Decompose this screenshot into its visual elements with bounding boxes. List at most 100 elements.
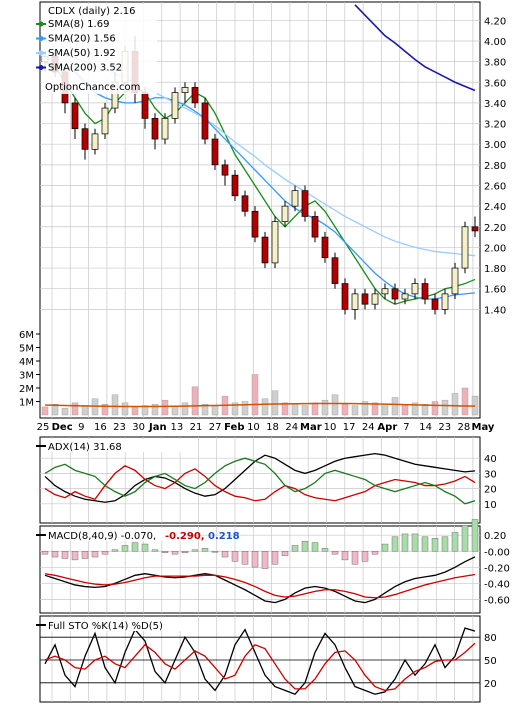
candle-body [181, 87, 189, 93]
volume-bar [91, 398, 99, 416]
x-axis-label: 30 [132, 422, 145, 433]
price-tick-label: 4.20 [484, 16, 506, 27]
candle-body [211, 138, 219, 166]
x-axis-label: 7 [403, 422, 409, 433]
macd-histogram-bar [261, 551, 269, 569]
candle-body [281, 205, 289, 222]
volume-tick-label: 1M [19, 398, 34, 409]
watermark-text: OptionChance.com [45, 82, 140, 93]
macd-line-signal [44, 573, 476, 599]
macd-histogram-bar [61, 551, 69, 559]
price-tick-label: 1.80 [484, 264, 506, 275]
volume-bar [111, 394, 119, 416]
macd-histogram-bar [241, 551, 249, 565]
volume-bar [191, 386, 199, 416]
macd-histogram-bar [361, 551, 369, 562]
volume-bar [51, 404, 59, 416]
x-axis-label: 24 [362, 422, 375, 433]
volume-bar [461, 387, 469, 416]
macd-histogram-bar [41, 551, 49, 555]
volume-bar [151, 404, 159, 416]
volume-tick-label: 6M [19, 330, 34, 341]
x-axis-label: 17 [343, 422, 356, 433]
volume-bar [411, 402, 419, 416]
volume-bar [181, 402, 189, 416]
macd-histogram-bar [471, 519, 479, 552]
candle-body [441, 293, 449, 310]
x-axis-label: 27 [209, 422, 222, 433]
volume-bar [451, 393, 459, 416]
macd-histogram-bar [161, 551, 169, 553]
candle-body [421, 283, 429, 300]
sto-tick-label: 80 [484, 633, 497, 644]
volume-bar [291, 404, 299, 416]
x-axis-label: 14 [419, 422, 432, 433]
volume-bar [251, 374, 259, 416]
macd-histogram-bar [131, 542, 139, 552]
macd-histogram-bar [431, 538, 439, 552]
macd-histogram-bar [401, 533, 409, 552]
x-axis-label: 13 [171, 422, 184, 433]
candle-body [391, 288, 399, 300]
macd-histogram-bar [441, 536, 449, 552]
macd-histogram-bar [421, 536, 429, 552]
volume-bar [301, 405, 309, 416]
x-axis-label: Jan [148, 422, 167, 433]
macd-histogram-bar [171, 551, 179, 555]
macd-histogram-bar [231, 551, 239, 562]
sto-label-bg [42, 618, 192, 631]
macd-tick-label: -0.40 [484, 579, 510, 590]
volume-bar [321, 399, 329, 416]
macd-histogram-bar [221, 551, 229, 558]
legend-label: SMA(20) 1.56 [48, 34, 116, 45]
price-tick-label: 1.60 [484, 285, 506, 296]
volume-bar [71, 402, 79, 416]
volume-tick-label: 2M [19, 384, 34, 395]
macd-histogram-bar [141, 543, 149, 552]
volume-bar [81, 405, 89, 416]
sto-title: Full STO %K(14) %D(5) [48, 621, 163, 632]
volume-bar [141, 405, 149, 416]
volume-bar [361, 401, 369, 416]
candle-body [471, 226, 479, 232]
macd-histogram-bar [311, 542, 319, 552]
macd-histogram-bar [191, 549, 199, 552]
x-axis-label: 9 [78, 422, 84, 433]
volume-bar [271, 390, 279, 416]
volume-bar [131, 406, 139, 416]
macd-histogram-bar [91, 551, 99, 558]
price-tick-label: 3.60 [484, 78, 506, 89]
price-tick-label: 2.80 [484, 161, 506, 172]
macd-tick-label: -0.20 [484, 563, 510, 574]
candle-body [461, 226, 469, 269]
macd-histogram-bar [271, 551, 279, 565]
candle-body [351, 293, 359, 310]
chart-title: CDLX (daily) 2.16 [48, 6, 135, 17]
candle-body [311, 216, 319, 238]
macd-histogram-bar [301, 540, 309, 552]
macd-histogram-bar [201, 548, 209, 552]
legend-label: SMA(50) 1.92 [48, 48, 116, 59]
volume-bar [61, 408, 69, 416]
price-tick-label: 3.20 [484, 120, 506, 131]
price-tick-label: 2.00 [484, 243, 506, 254]
volume-bar [231, 402, 239, 416]
legend-label: SMA(8) 1.69 [48, 19, 109, 30]
legend-swatch-marker [38, 65, 44, 70]
volume-bar [331, 394, 339, 416]
candle-body [381, 288, 389, 295]
volume-average-line [44, 402, 476, 408]
candle-body [91, 133, 99, 150]
macd-histogram-bar [151, 549, 159, 552]
macd-histogram-bar [341, 551, 349, 561]
legend-label: SMA(200) 3.52 [48, 63, 122, 74]
macd-histogram-bar [51, 551, 59, 558]
sto-line-d [44, 642, 476, 692]
x-axis-label: Feb [224, 422, 244, 433]
candle-body [141, 92, 149, 119]
macd-histogram-bar [111, 549, 119, 552]
macd-histogram-bar [451, 532, 459, 552]
macd-histogram-bar [331, 551, 339, 555]
macd-histogram-bar [81, 551, 89, 559]
legend-background [42, 4, 157, 94]
